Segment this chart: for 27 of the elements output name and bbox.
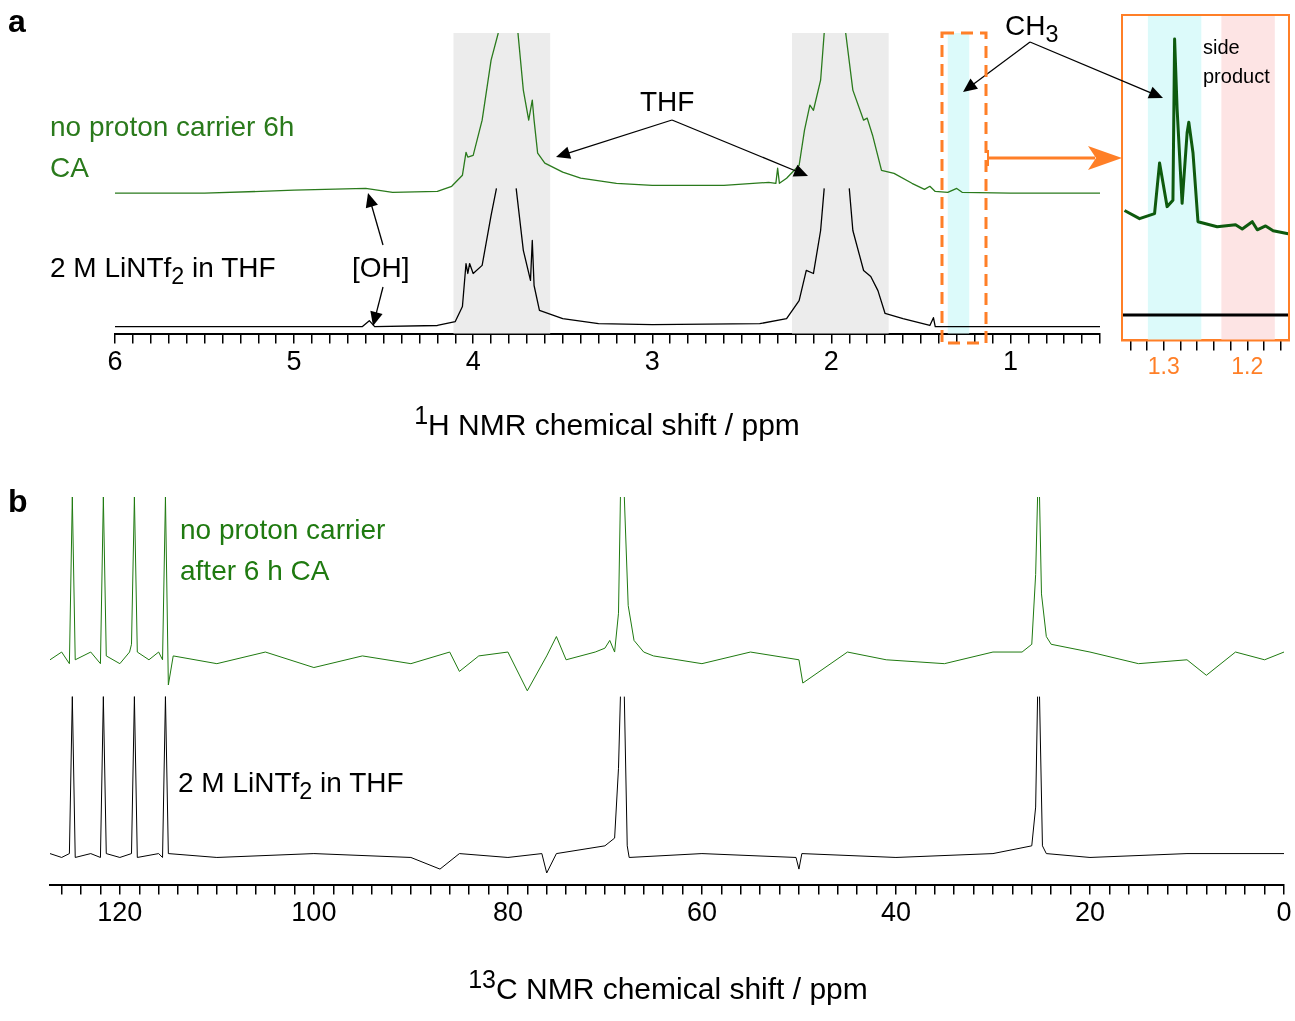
x-tick-label: 40 <box>880 897 911 928</box>
annotation: side product <box>1203 35 1271 89</box>
x-tick-label: 1.2 <box>1231 352 1264 379</box>
x-tick-label: 1 <box>1002 346 1018 377</box>
x-tick-label: 100 <box>291 897 337 928</box>
x-tick-label: 60 <box>686 897 717 928</box>
x-tick-label: 5 <box>286 346 302 377</box>
x-tick-label: 20 <box>1074 897 1105 928</box>
chart-title: a <box>8 2 26 41</box>
annotation: [OH] <box>352 251 411 285</box>
series-label: 2 M LiNTf$_{2}$ in THF <box>178 766 405 806</box>
annotation: THF <box>640 85 696 119</box>
x-tick-label: 80 <box>492 897 523 928</box>
x-tick-label: 120 <box>97 897 143 928</box>
series-label: no proton carrier after 6 h CA <box>180 513 387 588</box>
x-tick-label: 4 <box>465 346 481 377</box>
annotation: CH$_{3}$ <box>1005 9 1060 49</box>
x-tick-label: 6 <box>107 346 123 377</box>
series-label: 2 M LiNTf$_{2}$ in THF <box>50 252 276 289</box>
x-axis-title: $^{1}$H NMR chemical shift / ppm <box>414 400 800 443</box>
x-tick-label: 0 <box>1276 897 1292 928</box>
series-label: no proton carrier 6h CA <box>50 110 295 185</box>
x-tick-label: 1.3 <box>1147 352 1180 379</box>
x-axis-title: $^{13}$C NMR chemical shift / ppm <box>468 964 868 1007</box>
x-tick-label: 2 <box>823 346 839 377</box>
x-tick-label: 3 <box>644 346 660 377</box>
chart-title: b <box>8 482 28 521</box>
